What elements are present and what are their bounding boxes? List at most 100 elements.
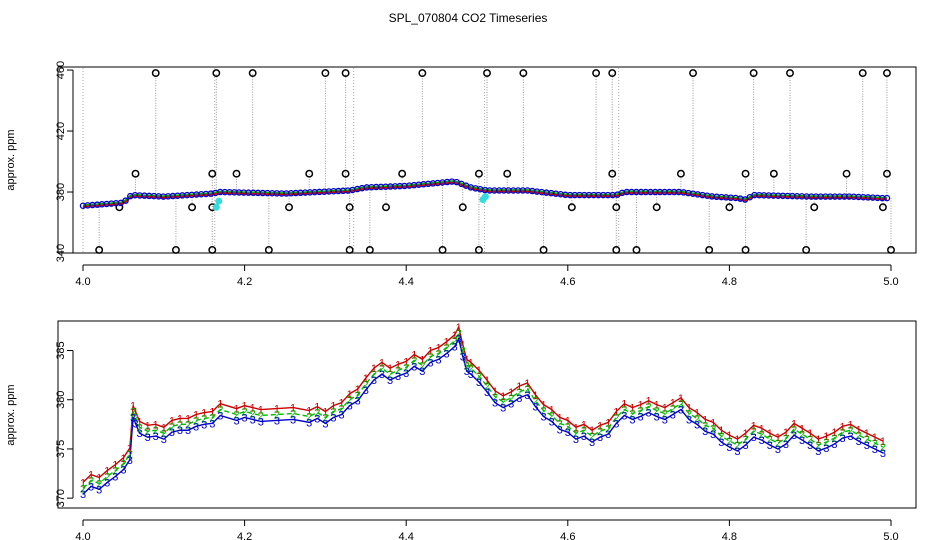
bottom-series-3-marker-81: 3 xyxy=(734,446,740,458)
bottom-series-3-marker-32: 3 xyxy=(355,396,361,408)
bottom-series-1-marker-52: 1 xyxy=(500,391,506,403)
bottom-series-2-marker-11: 2 xyxy=(153,425,159,437)
bottom-series-3-marker-15: 3 xyxy=(185,425,191,437)
bottom-series-3-marker-85: 3 xyxy=(767,440,773,452)
bottom-series-3-marker-28: 3 xyxy=(322,418,328,430)
bottom-series-2-marker-75: 2 xyxy=(686,409,692,421)
bottom-series-1-marker-11: 1 xyxy=(153,419,159,431)
bottom-series-2-marker-41: 2 xyxy=(427,351,433,363)
bottom-series-2-marker-94: 2 xyxy=(839,427,845,439)
bottom-series-2-marker-89: 2 xyxy=(799,429,805,441)
top-y-tick-label-0: 340 xyxy=(55,244,67,262)
bottom-series-1-marker-86: 1 xyxy=(775,432,781,444)
bottom-series-3-marker-10: 3 xyxy=(145,432,151,444)
figure-title: SPL_070804 CO2 Timeseries xyxy=(389,11,548,25)
bottom-x-tick-label-5: 5.0 xyxy=(883,531,898,540)
bottom-series-1-marker-73: 1 xyxy=(670,398,676,410)
bottom-series-2-marker-72: 2 xyxy=(662,409,668,421)
bottom-series-3-marker-58: 3 xyxy=(549,416,555,428)
top-panel: 4.0 4.2 4.4 4.6 4.8 5.0 340 380 420 460 approx. … xyxy=(5,61,917,288)
bottom-series-2-marker-8: 2 xyxy=(132,412,138,424)
bottom-series-2-marker-78: 2 xyxy=(710,423,716,435)
bottom-series-1-marker-88: 1 xyxy=(791,418,797,430)
bottom-series-2-marker-81: 2 xyxy=(734,440,740,452)
bottom-series-1-marker-69: 1 xyxy=(637,400,643,412)
bottom-series-3-marker-50: 3 xyxy=(484,387,490,399)
bottom-series-3-marker-7: 3 xyxy=(130,412,136,424)
bottom-series-2-marker-6: 2 xyxy=(127,449,133,461)
top-midhigh-point-1 xyxy=(208,169,217,178)
bottom-series-2-line xyxy=(82,330,884,489)
bottom-series-1-marker-9: 1 xyxy=(136,416,142,428)
top-low-point-7 xyxy=(474,246,483,254)
top-midhigh-point-0 xyxy=(131,169,140,178)
bottom-series-3-marker-14: 3 xyxy=(177,425,183,437)
top-midhigh-point-4 xyxy=(341,169,350,178)
bottom-series-2-marker-61: 2 xyxy=(573,428,579,440)
bottom-series-3-marker-90: 3 xyxy=(807,440,813,452)
bottom-series-2-marker-4: 2 xyxy=(112,466,118,478)
bottom-series-1-marker-27: 1 xyxy=(314,402,320,414)
bottom-series-1-marker-44: 1 xyxy=(452,330,458,342)
bottom-series-3-marker-39: 3 xyxy=(411,361,417,373)
bottom-series-2-marker-12: 2 xyxy=(161,428,167,440)
bottom-series-3-marker-36: 3 xyxy=(387,375,393,387)
bottom-series-1-marker-97: 1 xyxy=(864,428,870,440)
bottom-series-2-marker-9: 2 xyxy=(136,422,142,434)
bottom-series-3-marker-5: 3 xyxy=(120,465,126,477)
bottom-series-1-marker-54: 1 xyxy=(516,381,522,393)
bottom-series-2-marker-68: 2 xyxy=(629,409,635,421)
bottom-series-3-marker-93: 3 xyxy=(831,439,837,451)
bottom-series-1-marker-51: 1 xyxy=(492,386,498,398)
top-midlow-point-10 xyxy=(725,203,734,212)
bottom-y-axis: 370 375 380 385 xyxy=(55,341,74,507)
top-x-tick-label-2: 4.4 xyxy=(399,276,414,288)
top-low-point-12 xyxy=(741,246,750,254)
bottom-series-2-marker-74: 2 xyxy=(678,399,684,411)
bottom-plot-frame xyxy=(57,320,917,509)
top-high-point-4 xyxy=(341,69,350,78)
bottom-series-2-marker-49: 2 xyxy=(476,371,482,383)
bottom-series-3-marker-67: 3 xyxy=(621,410,627,422)
bottom-series-3-marker-87: 3 xyxy=(783,439,789,451)
bottom-series-1-marker-46: 1 xyxy=(460,340,466,352)
top-high-point-2 xyxy=(248,69,257,78)
bottom-series-2-marker-90: 2 xyxy=(807,434,813,446)
bottom-series-1-marker-48: 1 xyxy=(468,357,474,369)
bottom-series-2-marker-10: 2 xyxy=(145,426,151,438)
bottom-series-2-marker-17: 2 xyxy=(201,413,207,425)
top-x-tick-label-1: 4.2 xyxy=(237,276,252,288)
bottom-series-3-marker-75: 3 xyxy=(686,414,692,426)
top-midlow-point-11 xyxy=(810,203,819,212)
bottom-series-1-marker-78: 1 xyxy=(710,417,716,429)
bottom-series-1-marker-26: 1 xyxy=(306,406,312,418)
bottom-series-2-marker-60: 2 xyxy=(565,421,571,433)
top-y-tick-label-3: 460 xyxy=(55,61,67,79)
bottom-series-3-marker-76: 3 xyxy=(694,419,700,431)
top-low-point-0 xyxy=(95,246,104,254)
top-midlow-point-8 xyxy=(612,203,621,212)
bottom-x-axis: 4.0 4.2 4.4 4.6 4.8 5.0 xyxy=(75,519,899,540)
bottom-series-3-marker-22: 3 xyxy=(250,414,256,426)
bottom-series-3-marker-4: 3 xyxy=(112,472,118,484)
top-low-point-13 xyxy=(802,246,811,254)
bottom-series-2-marker-34: 2 xyxy=(371,369,377,381)
bottom-series-3-marker-88: 3 xyxy=(791,430,797,442)
bottom-series-3-marker-19: 3 xyxy=(217,410,223,422)
bottom-series-3-marker-3: 3 xyxy=(104,477,110,489)
bottom-series-3-marker-17: 3 xyxy=(201,419,207,431)
bottom-series-2-marker-26: 2 xyxy=(306,411,312,423)
bottom-series-2-marker-88: 2 xyxy=(791,424,797,436)
bottom-series-2-marker-77: 2 xyxy=(702,420,708,432)
bottom-series-1-marker-49: 1 xyxy=(476,365,482,377)
bottom-series-3-marker-96: 3 xyxy=(856,436,862,448)
bottom-series-2-marker-86: 2 xyxy=(775,438,781,450)
bottom-series-3-marker-97: 3 xyxy=(864,440,870,452)
top-high-point-5 xyxy=(418,69,427,78)
bottom-series-1-marker-30: 1 xyxy=(338,398,344,410)
top-midhigh-point-3 xyxy=(305,169,314,178)
bottom-series-3-marker-62: 3 xyxy=(581,431,587,443)
top-midlow-point-6 xyxy=(458,203,467,212)
bottom-series-2-marker-43: 2 xyxy=(444,343,450,355)
